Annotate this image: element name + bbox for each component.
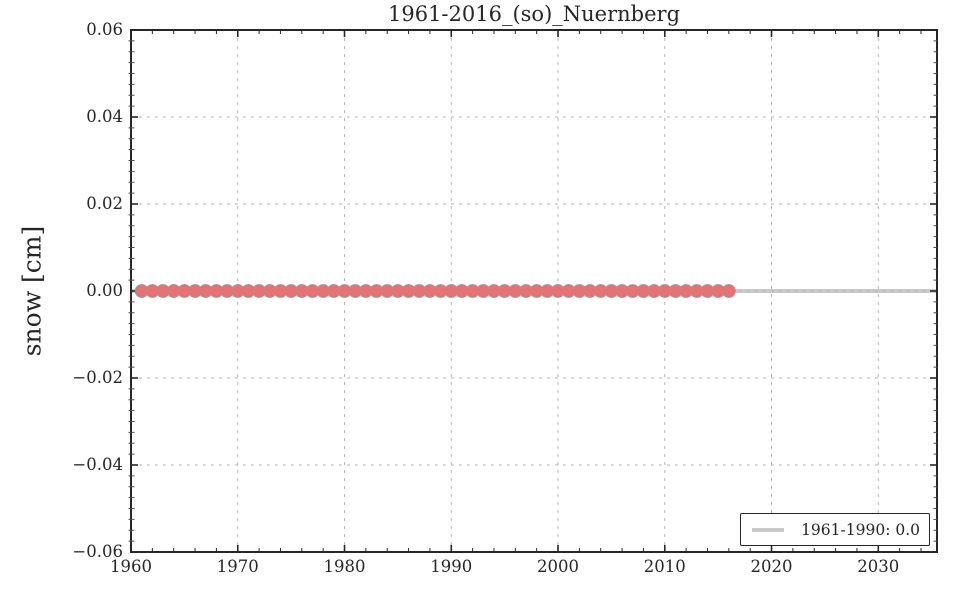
y-tick-label: −0.04 — [72, 455, 123, 474]
chart-title: 1961-2016_(so)_Nuernberg — [387, 2, 681, 26]
legend-line-swatch — [752, 527, 784, 532]
x-tick-label: 2010 — [643, 557, 686, 576]
data-point — [721, 283, 736, 299]
y-tick-label: 0.02 — [86, 194, 123, 213]
x-tick-label: 1960 — [110, 557, 152, 576]
y-tick-label: −0.06 — [72, 542, 123, 561]
y-tick-label: 0.04 — [86, 107, 123, 126]
legend-label: 1961-1990: 0.0 — [801, 520, 920, 539]
x-tick-label: 1970 — [216, 557, 259, 576]
x-tick-label: 1990 — [430, 557, 473, 576]
x-tick-label: 2020 — [750, 557, 793, 576]
scatter-series — [134, 283, 736, 299]
x-tick-label: 1980 — [323, 557, 366, 576]
legend: 1961-1990: 0.0 — [740, 513, 930, 546]
x-tick-label: 2030 — [857, 557, 900, 576]
y-tick-label: 0.00 — [86, 281, 123, 300]
x-tick-label: 2000 — [537, 557, 579, 576]
y-tick-label: 0.06 — [86, 20, 123, 39]
y-tick-label: −0.02 — [72, 368, 123, 387]
